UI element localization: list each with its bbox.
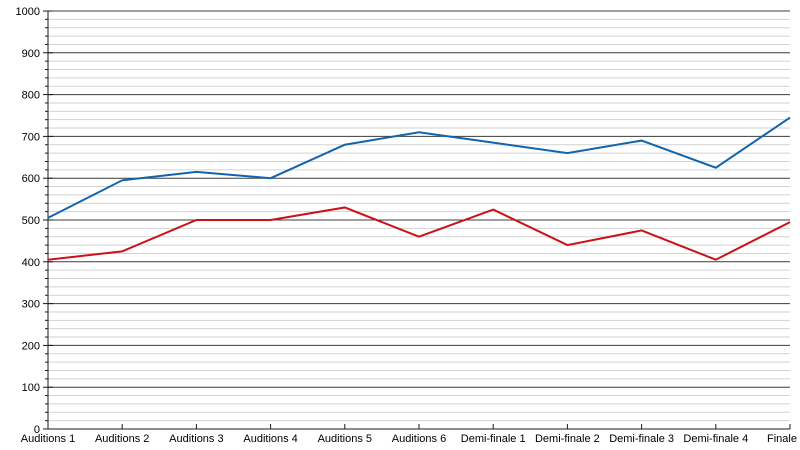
x-tick-label: Demi-finale 4	[683, 433, 748, 445]
y-tick-label: 300	[22, 299, 40, 311]
x-tick-label: Demi-finale 3	[609, 433, 674, 445]
y-tick-label: 400	[22, 257, 40, 269]
blue-series-line	[47, 116, 791, 219]
y-tick-label: 800	[22, 90, 40, 102]
y-tick-label: 900	[22, 48, 40, 60]
x-tick-label: Auditions 4	[243, 433, 297, 445]
y-tick-label: 1000	[16, 6, 40, 18]
x-tick-label: Auditions 1	[21, 433, 75, 445]
y-tick-label: 100	[22, 382, 40, 394]
x-tick-label: Finale	[767, 433, 797, 445]
y-tick-label: 700	[22, 131, 40, 143]
x-tick-label: Demi-finale 2	[535, 433, 600, 445]
x-tick-label: Demi-finale 1	[461, 433, 526, 445]
x-tick-label: Auditions 2	[95, 433, 149, 445]
red-series-line	[47, 206, 791, 261]
x-tick-label: Auditions 3	[169, 433, 223, 445]
y-tick-label: 200	[22, 340, 40, 352]
x-tick-label: Auditions 5	[318, 433, 372, 445]
y-tick-label: 600	[22, 173, 40, 185]
y-tick-label: 0	[34, 424, 40, 436]
x-tick-label: Auditions 6	[392, 433, 446, 445]
y-tick-label: 500	[22, 215, 40, 227]
